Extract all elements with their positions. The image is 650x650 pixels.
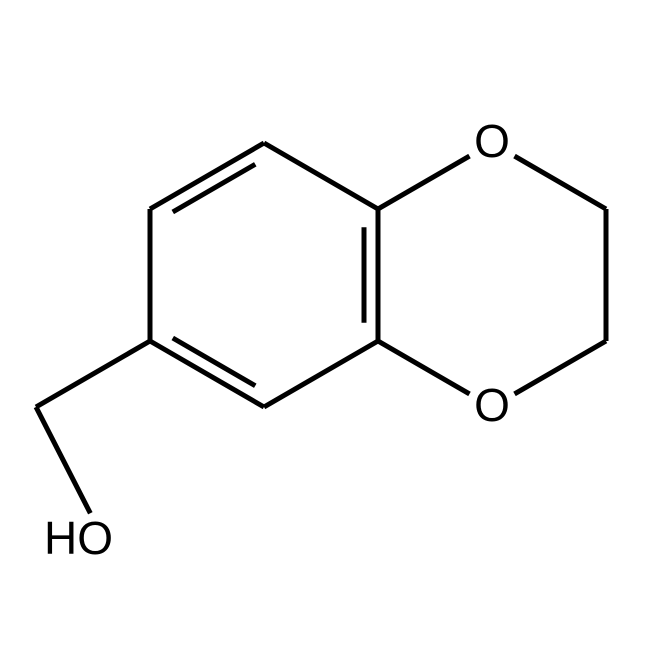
- bond-C4-C9: [36, 341, 150, 407]
- bond-C4-C5: [150, 341, 264, 407]
- bond-C2-C3: [150, 143, 264, 209]
- atom-label-o2: O: [474, 379, 510, 431]
- bond-C5-C6: [264, 341, 378, 407]
- atom-label-oh: HO: [44, 512, 113, 564]
- bond-C9-OH: [36, 407, 90, 513]
- chemical-structure-diagram: O O HO: [0, 0, 650, 650]
- bond-C8-O2: [515, 341, 606, 394]
- bond-C1-O1: [378, 156, 469, 209]
- bond-C1-C2: [264, 143, 378, 209]
- bond-O2-C6: [378, 341, 469, 394]
- atom-label-o1: O: [474, 115, 510, 167]
- bond-O1-C7: [515, 156, 606, 209]
